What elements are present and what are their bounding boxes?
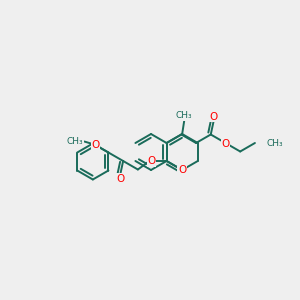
Text: O: O xyxy=(116,174,124,184)
Text: O: O xyxy=(148,156,156,166)
Text: O: O xyxy=(91,140,99,149)
Text: O: O xyxy=(221,139,230,149)
Text: O: O xyxy=(210,112,218,122)
Text: CH₃: CH₃ xyxy=(67,137,83,146)
Text: CH₃: CH₃ xyxy=(176,112,193,121)
Text: O: O xyxy=(177,167,186,177)
Text: CH₃: CH₃ xyxy=(267,139,284,148)
Text: O: O xyxy=(178,165,186,175)
